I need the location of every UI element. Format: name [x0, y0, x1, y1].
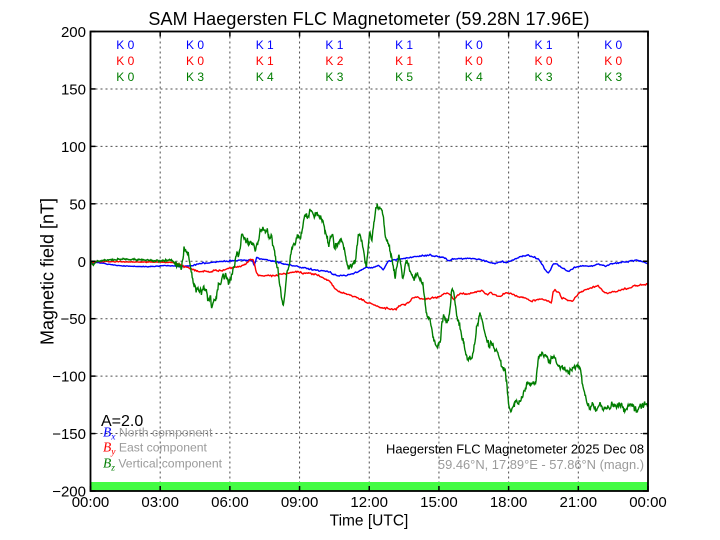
svg-text:06:00: 06:00 — [211, 494, 249, 511]
svg-text:K 1: K 1 — [256, 38, 274, 52]
svg-text:50: 50 — [69, 196, 86, 213]
svg-text:K 1: K 1 — [534, 38, 552, 52]
svg-text:K 2: K 2 — [325, 54, 343, 68]
svg-text:K 0: K 0 — [116, 54, 134, 68]
svg-text:K 3: K 3 — [325, 70, 343, 84]
svg-text:59.46°N, 17.89°E - 57.86°N (ma: 59.46°N, 17.89°E - 57.86°N (magn.) — [438, 457, 644, 472]
svg-text:K 4: K 4 — [465, 70, 483, 84]
svg-text:100: 100 — [61, 139, 86, 156]
svg-text:K 5: K 5 — [395, 70, 413, 84]
svg-text:K 1: K 1 — [395, 54, 413, 68]
svg-text:K 4: K 4 — [256, 70, 274, 84]
svg-text:K 3: K 3 — [604, 70, 622, 84]
svg-text:15:00: 15:00 — [420, 494, 458, 511]
svg-text:18:00: 18:00 — [490, 494, 528, 511]
svg-text:K 0: K 0 — [116, 38, 134, 52]
svg-text:K 1: K 1 — [256, 54, 274, 68]
svg-text:150: 150 — [61, 81, 86, 98]
svg-text:K 3: K 3 — [186, 70, 204, 84]
svg-text:K 0: K 0 — [465, 54, 483, 68]
svg-text:−150: −150 — [52, 426, 86, 443]
svg-text:0: 0 — [78, 254, 86, 271]
svg-text:00:00: 00:00 — [72, 494, 110, 511]
svg-text:By East component: By East component — [103, 440, 208, 458]
svg-text:09:00: 09:00 — [281, 494, 319, 511]
svg-text:00:00: 00:00 — [629, 494, 667, 511]
svg-text:−100: −100 — [52, 369, 86, 386]
svg-text:−200: −200 — [52, 484, 86, 501]
svg-text:K 0: K 0 — [604, 38, 622, 52]
svg-text:12:00: 12:00 — [350, 494, 388, 511]
svg-text:K 0: K 0 — [534, 54, 552, 68]
svg-text:200: 200 — [61, 24, 86, 41]
svg-text:K 1: K 1 — [325, 38, 343, 52]
svg-text:K 0: K 0 — [186, 38, 204, 52]
svg-text:K 0: K 0 — [186, 54, 204, 68]
svg-text:Time [UTC]: Time [UTC] — [330, 513, 409, 530]
svg-text:Magnetic field [nT]: Magnetic field [nT] — [38, 198, 58, 345]
svg-text:−50: −50 — [61, 311, 86, 328]
svg-text:21:00: 21:00 — [560, 494, 598, 511]
svg-text:A=2.0: A=2.0 — [101, 413, 143, 430]
svg-text:K 0: K 0 — [116, 70, 134, 84]
svg-text:K 1: K 1 — [395, 38, 413, 52]
svg-text:Bx North component: Bx North component — [103, 425, 213, 443]
svg-text:Haegersten FLC Magnetometer 20: Haegersten FLC Magnetometer 2025 Dec 08 — [386, 442, 644, 457]
svg-text:03:00: 03:00 — [141, 494, 179, 511]
svg-text:K 0: K 0 — [604, 54, 622, 68]
svg-text:K 0: K 0 — [465, 38, 483, 52]
svg-text:K 3: K 3 — [534, 70, 552, 84]
svg-text:Bz Vertical component: Bz Vertical component — [103, 456, 223, 474]
svg-text:SAM Haegersten FLC Magnetomete: SAM Haegersten FLC Magnetometer (59.28N … — [148, 9, 589, 29]
